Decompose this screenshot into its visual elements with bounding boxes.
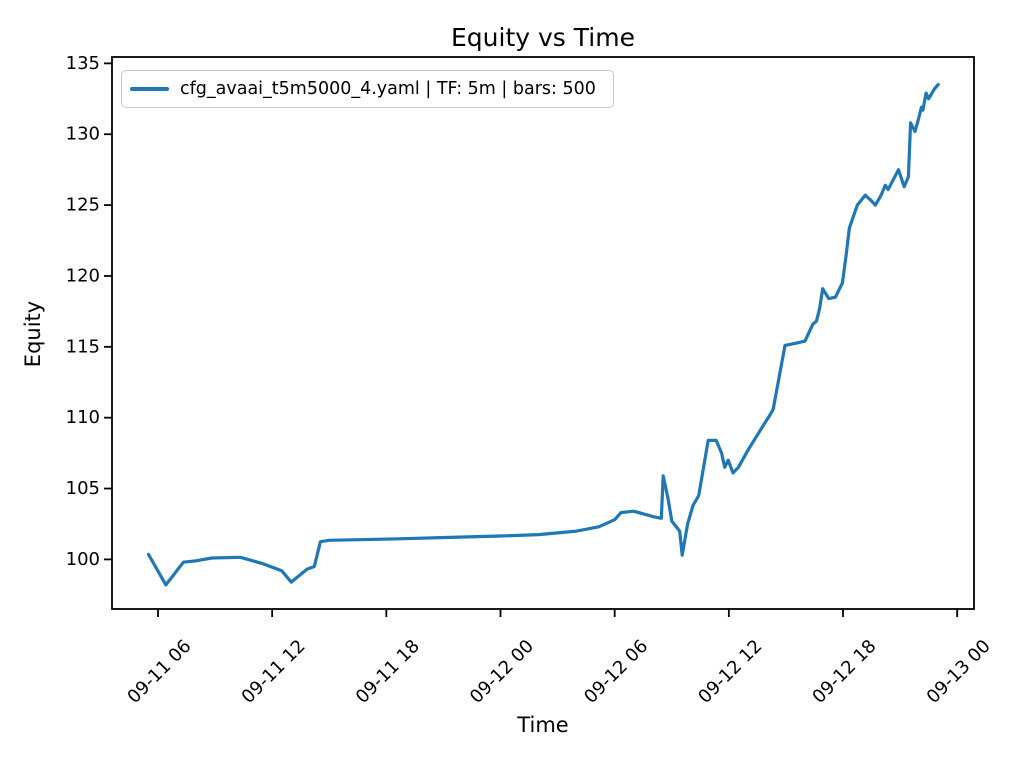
x-tick-label: 09-11 18: [352, 636, 424, 708]
y-tick-label: 110: [66, 407, 100, 428]
y-tick-label: 115: [66, 336, 100, 357]
x-axis-label: Time: [517, 713, 569, 737]
x-tick-label: 09-12 12: [694, 636, 766, 708]
legend: cfg_avaai_t5m5000_4.yaml | TF: 5m | bars…: [121, 70, 614, 108]
x-tick-label: 09-12 18: [808, 636, 880, 708]
y-tick-label: 125: [66, 195, 100, 216]
x-tick-label: 09-12 06: [580, 636, 652, 708]
x-tick-label: 09-12 00: [466, 636, 538, 708]
y-tick-label: 130: [66, 124, 100, 145]
x-tick-label: 09-11 12: [238, 636, 310, 708]
y-tick-label: 120: [66, 265, 100, 286]
legend-line-swatch: [130, 87, 169, 91]
y-axis-label: Equity: [21, 300, 45, 368]
y-tick-label: 135: [66, 53, 100, 74]
x-tick-label: 09-11 06: [123, 636, 195, 708]
x-tick-label: 09-13 00: [923, 636, 995, 708]
chart-title: Equity vs Time: [451, 23, 635, 52]
y-tick-label: 105: [66, 478, 100, 499]
equity-line: [146, 82, 940, 587]
legend-series-label: cfg_avaai_t5m5000_4.yaml | TF: 5m | bars…: [180, 79, 596, 99]
y-tick-label: 100: [66, 549, 100, 570]
plot-border: [111, 56, 975, 610]
